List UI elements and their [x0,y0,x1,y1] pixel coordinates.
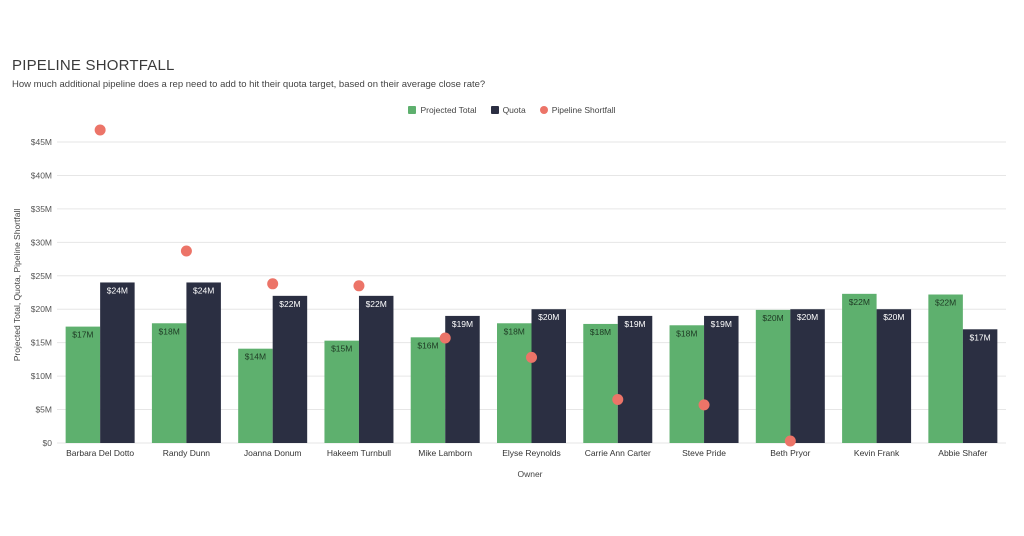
quota-bar-label: $20M [797,312,818,322]
projected-bar [928,294,963,443]
quota-bar-label: $22M [279,299,300,309]
dot-layer [94,124,796,447]
x-axis-title: Owner [517,469,543,479]
quota-bar [876,309,912,443]
shortfall-point [94,124,106,136]
quota-bar-label: $24M [193,285,214,295]
projected-bar [65,326,101,443]
y-tick-label: $5M [35,405,52,415]
projected-bar [238,348,273,443]
y-tick-label: $0 [43,438,53,448]
quota-bar-label: $19M [452,319,473,329]
quota-bar-label: $19M [624,319,645,329]
chart-legend: Projected Total Quota Pipeline Shortfall [0,105,1024,115]
chart-title: PIPELINE SHORTFALL [12,57,175,74]
quota-bar [272,295,308,443]
shortfall-point [267,278,279,290]
shortfall-point [526,351,537,363]
legend-label-projected: Projected Total [420,105,477,115]
projected-bar [410,337,446,443]
x-tick-label: Barbara Del Dotto [66,448,134,458]
y-tick-label: $15M [31,338,52,348]
x-tick-label: Mike Lamborn [418,448,472,458]
shortfall-point [784,435,796,447]
x-tick-label: Elyse Reynolds [502,448,561,458]
quota-bar [186,282,221,443]
legend-item-projected[interactable]: Projected Total [408,105,477,115]
legend-label-shortfall: Pipeline Shortfall [551,105,616,115]
quota-bar [445,315,480,443]
projected-bar-label: $18M [676,328,697,338]
legend-item-quota[interactable]: Quota [490,105,526,115]
projected-bar-label: $22M [935,298,956,308]
y-axis-ticks: $0 $5M $10M $15M $20M $25M $30M $35M $40M $45M [31,137,53,448]
quota-bar [100,282,135,443]
x-tick-label: Randy Dunn [163,448,211,458]
quota-bar [790,309,825,443]
x-tick-label: Joanna Donum [244,448,302,458]
x-tick-label: Carrie Ann Carter [585,448,651,458]
y-tick-label: $25M [31,271,52,281]
x-tick-label: Kevin Frank [854,448,900,458]
y-tick-label: $30M [31,237,52,247]
quota-bar [531,309,566,443]
quota-bar-label: $17M [969,332,990,342]
projected-bar-label: $17M [72,330,93,340]
x-tick-label: Steve Pride [682,448,726,458]
legend-item-shortfall[interactable]: Pipeline Shortfall [539,105,616,115]
y-tick-label: $40M [31,170,52,180]
quota-bar-label: $24M [107,285,128,295]
projected-bar-label: $14M [245,352,266,362]
quota-bar [704,315,739,443]
quota-bar-label: $20M [883,312,904,322]
projected-bar [755,309,791,443]
x-tick-label: Abbie Shafer [938,448,987,458]
projected-bar [842,293,877,443]
projected-bar-label: $18M [590,327,611,337]
shortfall-swatch [539,106,548,114]
quota-bar-label: $20M [538,312,559,322]
projected-bar-label: $20M [762,313,783,323]
y-axis-title: Projected Total, Quota, Pipeline Shortfa… [12,208,22,362]
shortfall-point [612,394,624,406]
legend-label-quota: Quota [502,105,526,115]
shortfall-point [353,280,365,292]
y-tick-label: $45M [31,137,52,147]
x-tick-label: Hakeem Turnbull [327,448,391,458]
shortfall-point [698,399,710,411]
projected-bar [151,323,187,443]
projected-bar-label: $18M [504,326,525,336]
y-tick-label: $20M [31,304,52,314]
quota-bar [962,329,998,443]
projected-bar [497,323,532,443]
x-tick-label: Beth Pryor [770,448,810,458]
quota-bar-label: $19M [711,319,732,329]
shortfall-point [439,332,451,344]
y-tick-label: $10M [31,371,52,381]
quota-bar-label: $22M [366,299,387,309]
projected-bar [583,323,618,443]
chart-subtitle: How much additional pipeline does a rep … [12,79,486,90]
projected-swatch [408,106,417,114]
shortfall-point [180,245,192,257]
projected-bar-label: $15M [331,344,352,354]
x-axis-ticks: Barbara Del Dotto Randy Dunn Joanna Donum H… [66,448,987,458]
y-tick-label: $35M [31,204,52,214]
quota-bar [617,315,653,443]
bar-layer: $17M $24M $18M $24M $14M $22M $15M $22M $16M $19M… [65,282,998,443]
projected-bar [669,325,705,443]
quota-bar [358,295,394,443]
projected-bar-label: $16M [417,340,438,350]
projected-bar [324,340,359,443]
quota-swatch [490,106,499,114]
projected-bar-label: $18M [159,326,180,336]
projected-bar-label: $22M [849,297,870,307]
